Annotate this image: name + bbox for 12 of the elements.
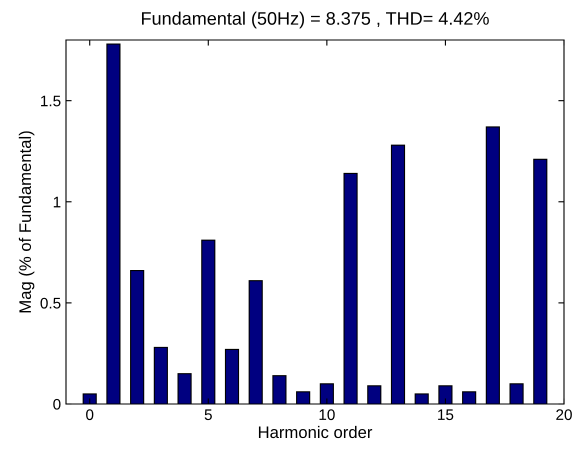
chart-title: Fundamental (50Hz) = 8.375 , THD= 4.42% [142, 12, 489, 28]
y-tick-label: 1.5 [41, 96, 60, 106]
x-tick-label: 0 [86, 409, 94, 420]
y-tick-label: 0 [53, 398, 61, 410]
x-tick-label: 5 [204, 409, 212, 420]
x-tick-label: 10 [320, 409, 335, 420]
y-tick-label: 0.5 [40, 298, 60, 309]
y-axis-title: Mag (% of Fundamental) [18, 131, 34, 312]
x-tick-label: 20 [556, 409, 572, 420]
x-tick-label: 15 [438, 409, 454, 420]
y-tick-label: 1 [54, 196, 60, 208]
x-axis-title: Harmonic order [258, 426, 372, 438]
